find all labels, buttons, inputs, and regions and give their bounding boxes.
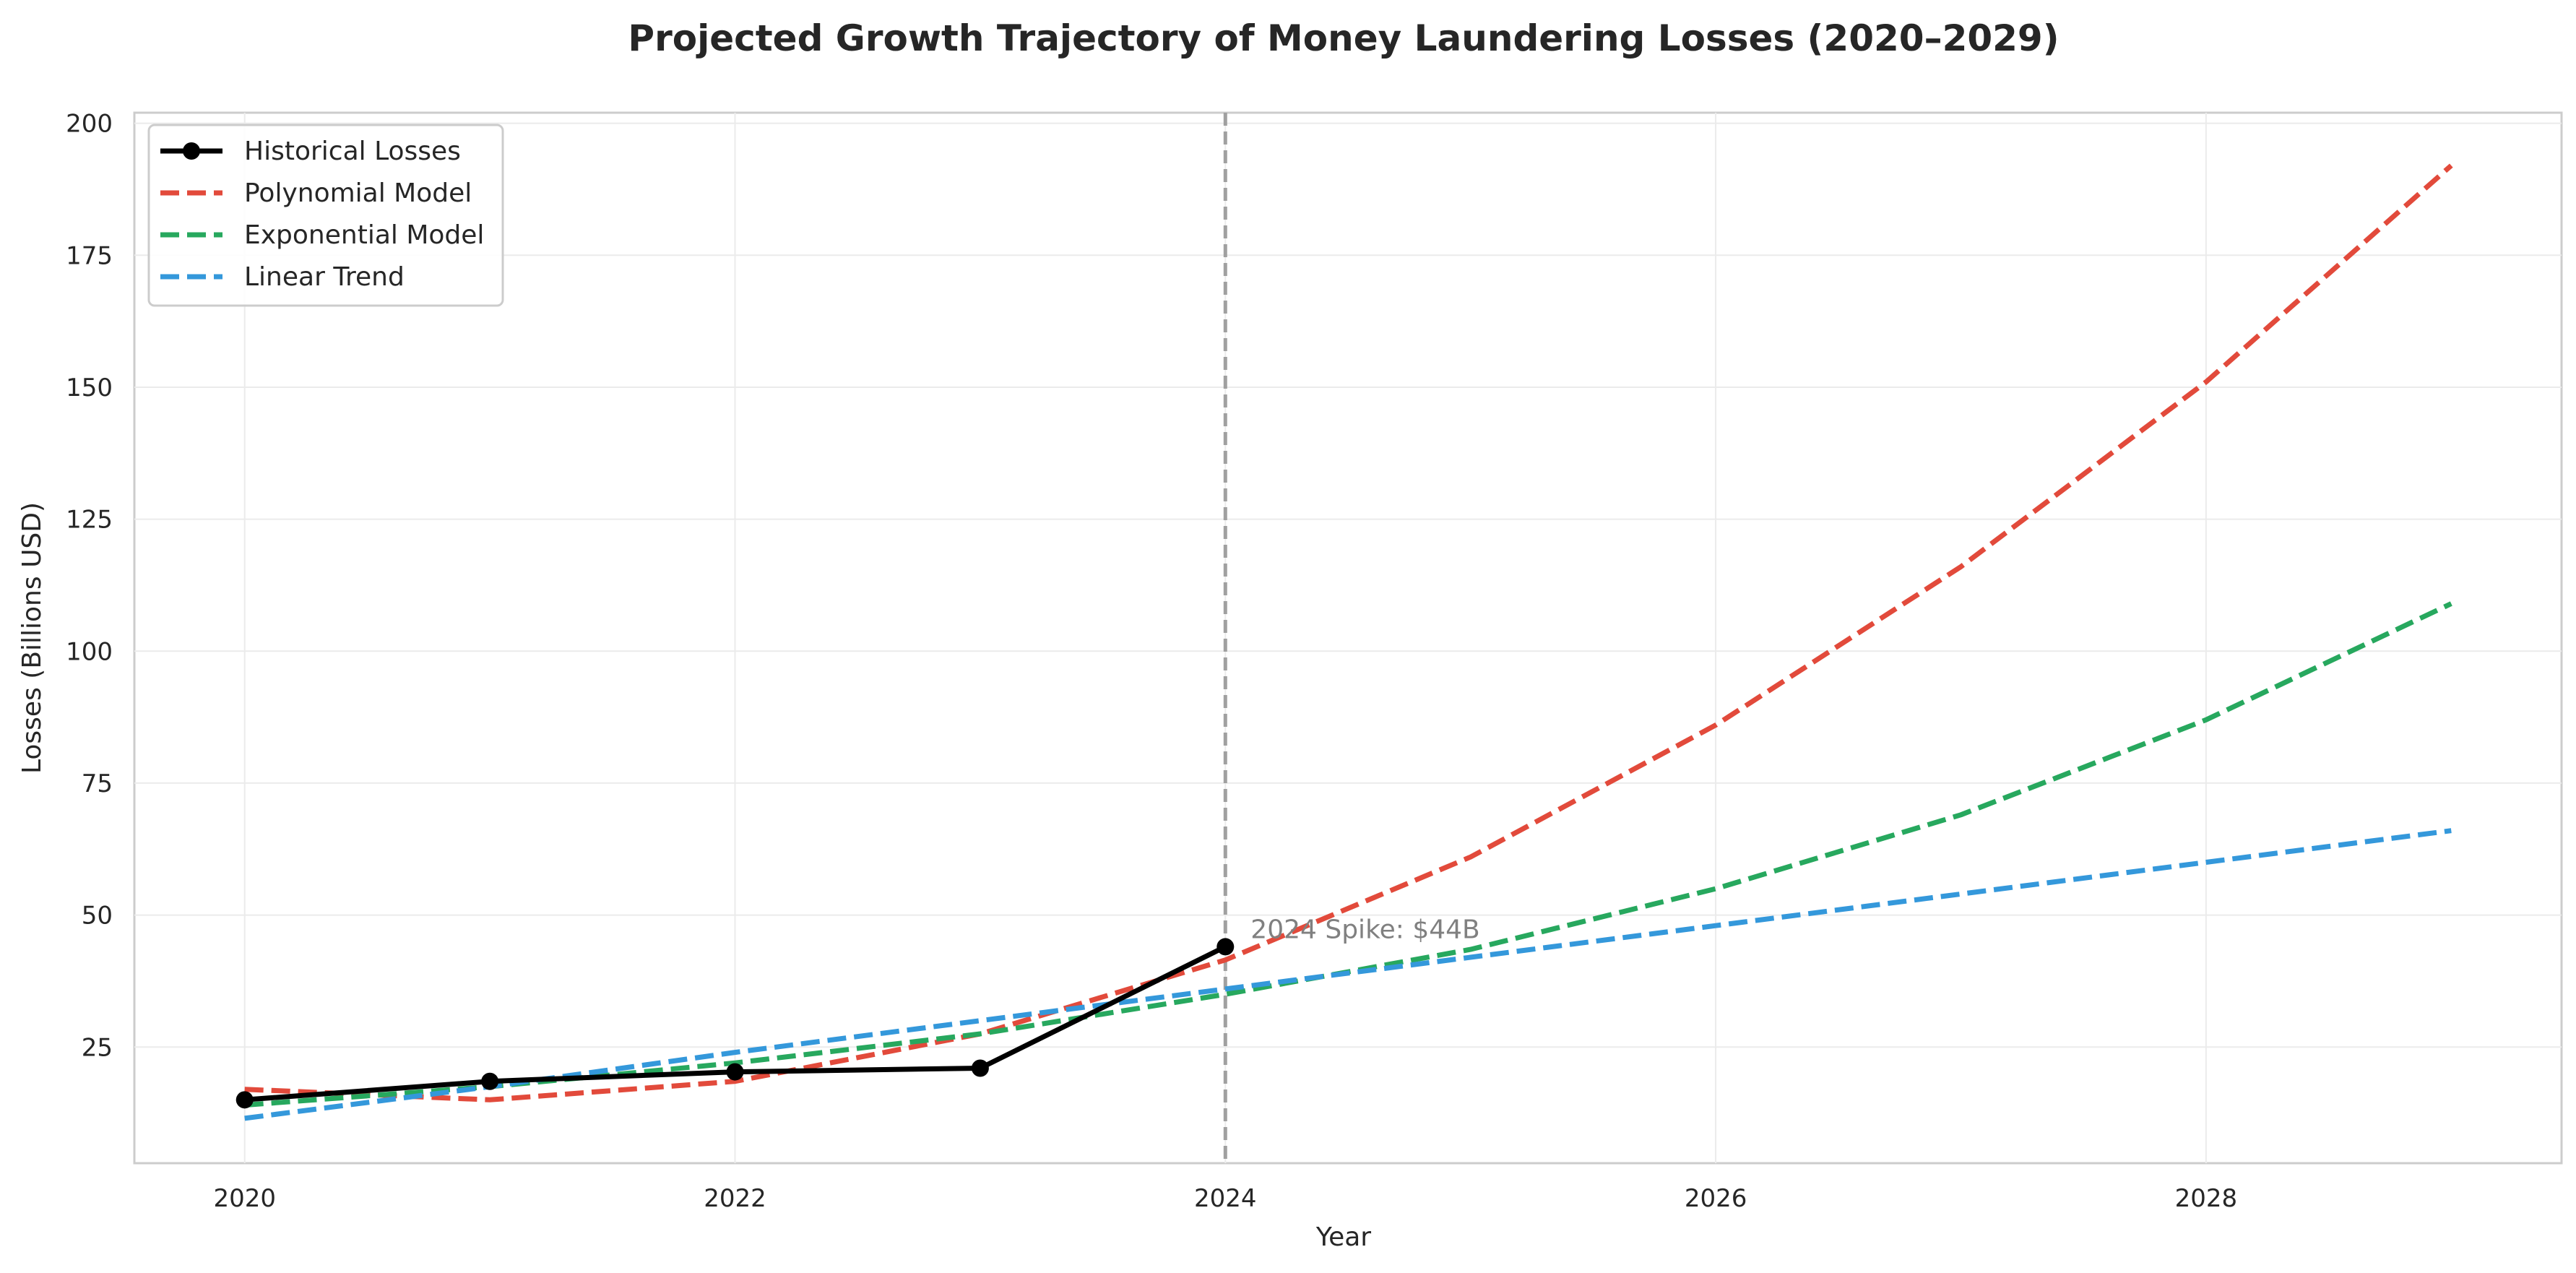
legend: Historical Losses Polynomial Model Exponen… bbox=[147, 124, 504, 307]
legend-label: Exponential Model bbox=[244, 220, 484, 250]
historical-point bbox=[1216, 938, 1235, 956]
historical-point bbox=[235, 1091, 254, 1109]
y-tick-label: 150 bbox=[66, 374, 113, 402]
y-tick-label: 25 bbox=[82, 1033, 113, 1062]
x-tick-label: 2020 bbox=[213, 1184, 276, 1213]
y-tick-label: 50 bbox=[82, 902, 113, 931]
historical-point bbox=[971, 1059, 989, 1077]
linear-trend-line bbox=[244, 828, 2452, 1121]
y-tick-label: 125 bbox=[66, 506, 113, 535]
y-tick-label: 100 bbox=[66, 637, 113, 666]
y-tick-label: 175 bbox=[66, 241, 113, 270]
annotation-2024-spike: 2024 Spike: $44B bbox=[1250, 915, 1479, 944]
x-tick-label: 2028 bbox=[2175, 1184, 2238, 1213]
ticks: 2020 2022 2024 2026 2028 25 50 75 100 125 150 175 20… bbox=[66, 110, 2237, 1213]
legend-label: Linear Trend bbox=[244, 262, 405, 292]
legend-label: Historical Losses bbox=[244, 137, 461, 166]
x-tick-label: 2024 bbox=[1194, 1184, 1257, 1213]
legend-box bbox=[147, 124, 504, 307]
x-axis-label: Year bbox=[1315, 1222, 1371, 1252]
legend-label: Polynomial Model bbox=[244, 178, 472, 208]
chart-title: Projected Growth Trajectory of Money Lau… bbox=[628, 17, 2059, 59]
legend-marker bbox=[183, 142, 200, 160]
y-axis-label: Losses (Billions USD) bbox=[17, 502, 47, 774]
series-layer bbox=[235, 163, 2453, 1121]
historical-point bbox=[726, 1063, 744, 1081]
y-tick-label: 200 bbox=[66, 110, 113, 139]
plot-area bbox=[133, 111, 2563, 1165]
x-tick-label: 2026 bbox=[1685, 1184, 1747, 1213]
polynomial-model-line bbox=[244, 163, 2453, 1102]
y-tick-label: 75 bbox=[82, 769, 113, 798]
historical-point bbox=[481, 1072, 499, 1090]
x-tick-label: 2022 bbox=[704, 1184, 766, 1213]
